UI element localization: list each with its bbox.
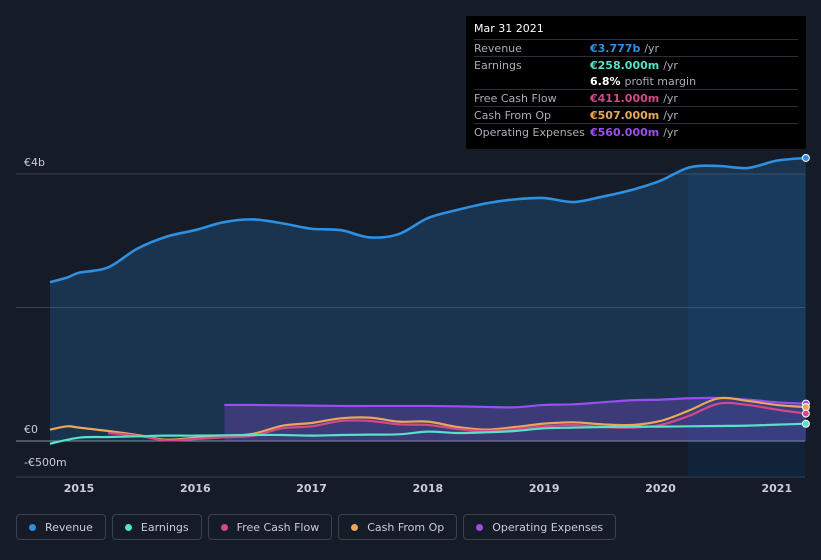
legend-label: Revenue: [45, 520, 93, 534]
legend-dot-icon: [220, 523, 228, 531]
tooltip-date: Mar 31 2021: [474, 22, 544, 35]
tooltip-label: Operating Expenses: [474, 125, 585, 139]
x-tick-label: 2017: [296, 482, 327, 495]
tooltip-row: 6.8% profit margin: [474, 73, 798, 89]
legend-label: Earnings: [140, 520, 189, 534]
tooltip-label: Free Cash Flow: [474, 91, 557, 105]
tooltip-value: €3.777b: [590, 41, 641, 55]
earnings-end-point: [801, 419, 810, 428]
x-tick-label: 2019: [529, 482, 560, 495]
tooltip-unit: /yr: [663, 125, 678, 139]
operating-expenses-line: [224, 396, 806, 409]
tooltip-value: €411.000m: [590, 91, 660, 105]
legend-label: Operating Expenses: [492, 520, 604, 534]
tooltip-row: Operating Expenses €560.000m/yr: [474, 123, 798, 140]
free-cash-flow-end-point: [801, 409, 810, 418]
tooltip-value: 6.8%: [590, 74, 621, 88]
tooltip-unit: /yr: [644, 41, 660, 55]
tooltip-label: Revenue: [474, 41, 522, 55]
x-tick-label: 2021: [761, 482, 792, 495]
legend-dot-icon: [124, 523, 132, 531]
tooltip-unit: profit margin: [624, 74, 697, 88]
legend-label: Cash From Op: [367, 520, 445, 534]
revenue-end-point: [801, 153, 810, 162]
tooltip-row: Free Cash Flow €411.000m/yr: [474, 89, 798, 106]
tooltip-unit: /yr: [663, 108, 678, 122]
tooltip-label: Earnings: [474, 58, 522, 72]
tooltip-panel: Mar 31 2021 Revenue €3.777b/yr Earnings €25…: [466, 16, 806, 149]
x-tick-label: 2015: [64, 482, 95, 495]
legend-dot-icon: [351, 523, 359, 531]
tooltip-unit: /yr: [663, 58, 678, 72]
tooltip-unit: /yr: [663, 91, 678, 105]
x-tick-label: 2020: [645, 482, 676, 495]
tooltip-row: Revenue €3.777b/yr: [474, 39, 798, 56]
tooltip-value: €507.000m: [590, 108, 660, 122]
legend: Revenue Earnings Free Cash Flow Cash From O…: [16, 514, 617, 540]
legend-item-earnings[interactable]: Earnings: [111, 514, 202, 540]
operating-expenses-area: [224, 397, 806, 441]
tooltip-row: Earnings €258.000m/yr: [474, 56, 798, 73]
tooltip-row: Cash From Op €507.000m/yr: [474, 106, 798, 123]
legend-item-cash-from-op[interactable]: Cash From Op: [338, 514, 458, 540]
tooltip-value: €258.000m: [590, 58, 660, 72]
free-cash-flow-line: [107, 401, 807, 442]
earnings-line: [49, 422, 806, 445]
tooltip-label: Cash From Op: [474, 108, 552, 122]
legend-dot-icon: [29, 523, 36, 531]
tooltip-value: €560.000m: [590, 125, 660, 139]
x-tick-label: 2016: [180, 482, 211, 495]
y-tick-label: -€500m: [24, 456, 67, 469]
revenue-area: [49, 157, 806, 442]
x-tick-label: 2018: [413, 482, 444, 495]
chart-area: €4b €0 -€500m 2015 2016 2017 2018 2019 2020 2021: [16, 153, 810, 495]
legend-dot-icon: [476, 523, 484, 531]
legend-item-operating-expenses[interactable]: Operating Expenses: [463, 514, 617, 540]
y-tick-label: €0: [24, 423, 38, 436]
legend-item-free-cash-flow[interactable]: Free Cash Flow: [207, 514, 333, 540]
legend-item-revenue[interactable]: Revenue: [16, 514, 106, 540]
revenue-line: [49, 156, 806, 284]
legend-label: Free Cash Flow: [236, 520, 320, 534]
y-tick-label: €4b: [24, 156, 45, 169]
